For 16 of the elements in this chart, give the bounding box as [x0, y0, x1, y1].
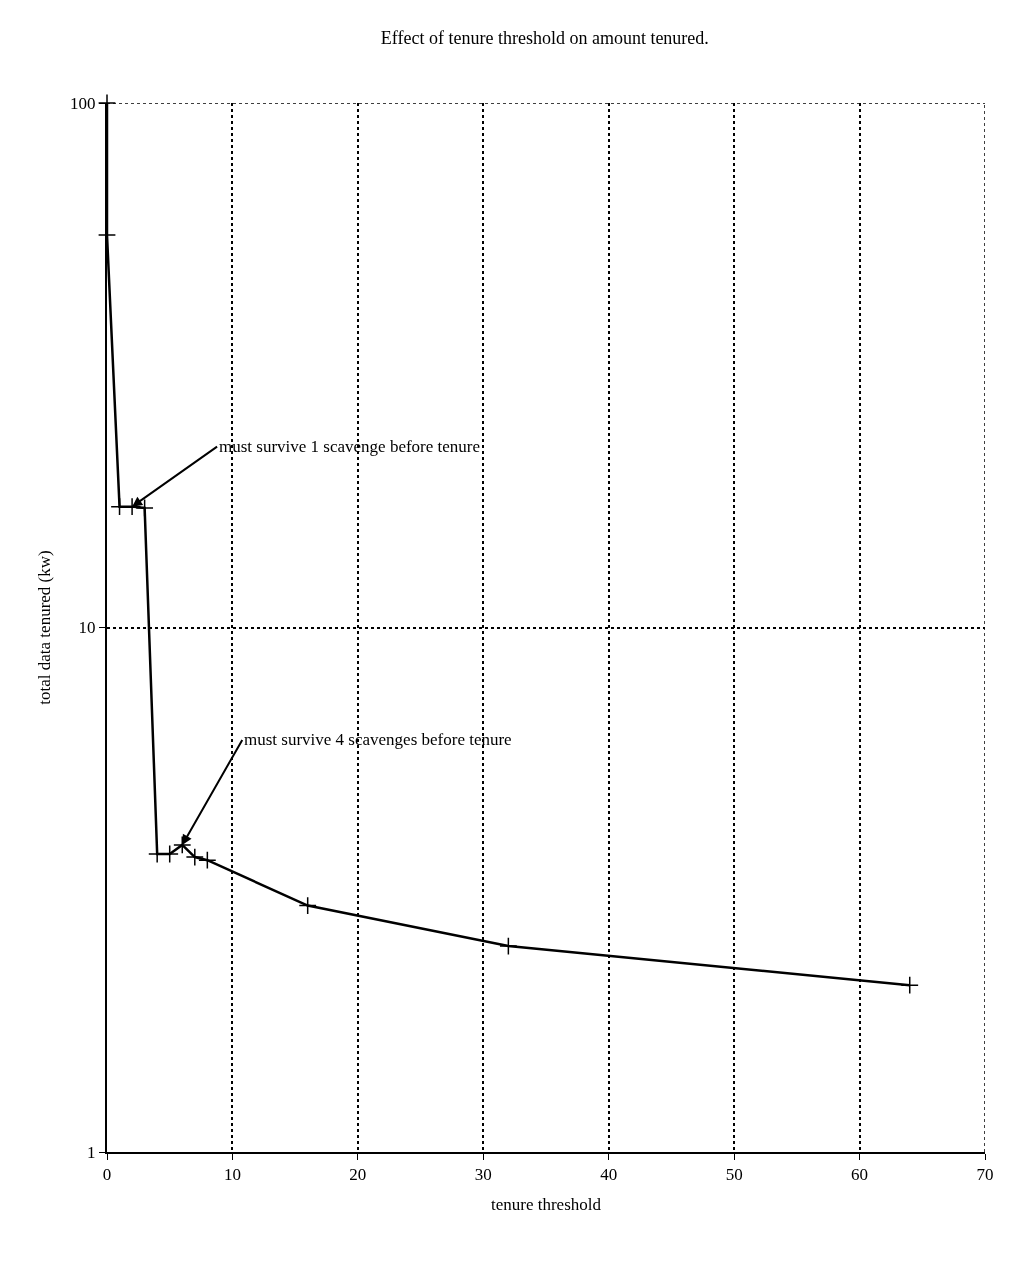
x-tick-label: 60 [851, 1165, 869, 1185]
annotation: must survive 4 scavenges before tenure [244, 730, 512, 749]
y-tick-label: 10 [78, 618, 96, 638]
x-axis-title: tenure threshold [491, 1195, 602, 1215]
y-axis-title: total data tenured (kw) [35, 550, 55, 705]
y-tick-label: 1 [87, 1142, 96, 1162]
x-tick-label: 10 [223, 1165, 241, 1185]
x-tick-label: 70 [976, 1165, 994, 1185]
x-tick-label: 0 [102, 1165, 112, 1185]
y-tick-label: 100 [70, 93, 96, 113]
chart-title: Effect of tenure threshold on amount tenured. [380, 28, 709, 49]
annotation: must survive 1 scavenge before tenure [219, 437, 481, 456]
x-tick-label: 20 [349, 1165, 367, 1185]
x-tick-label: 30 [474, 1165, 492, 1185]
x-tick-label: 50 [725, 1165, 743, 1185]
x-tick-label: 40 [600, 1165, 618, 1185]
